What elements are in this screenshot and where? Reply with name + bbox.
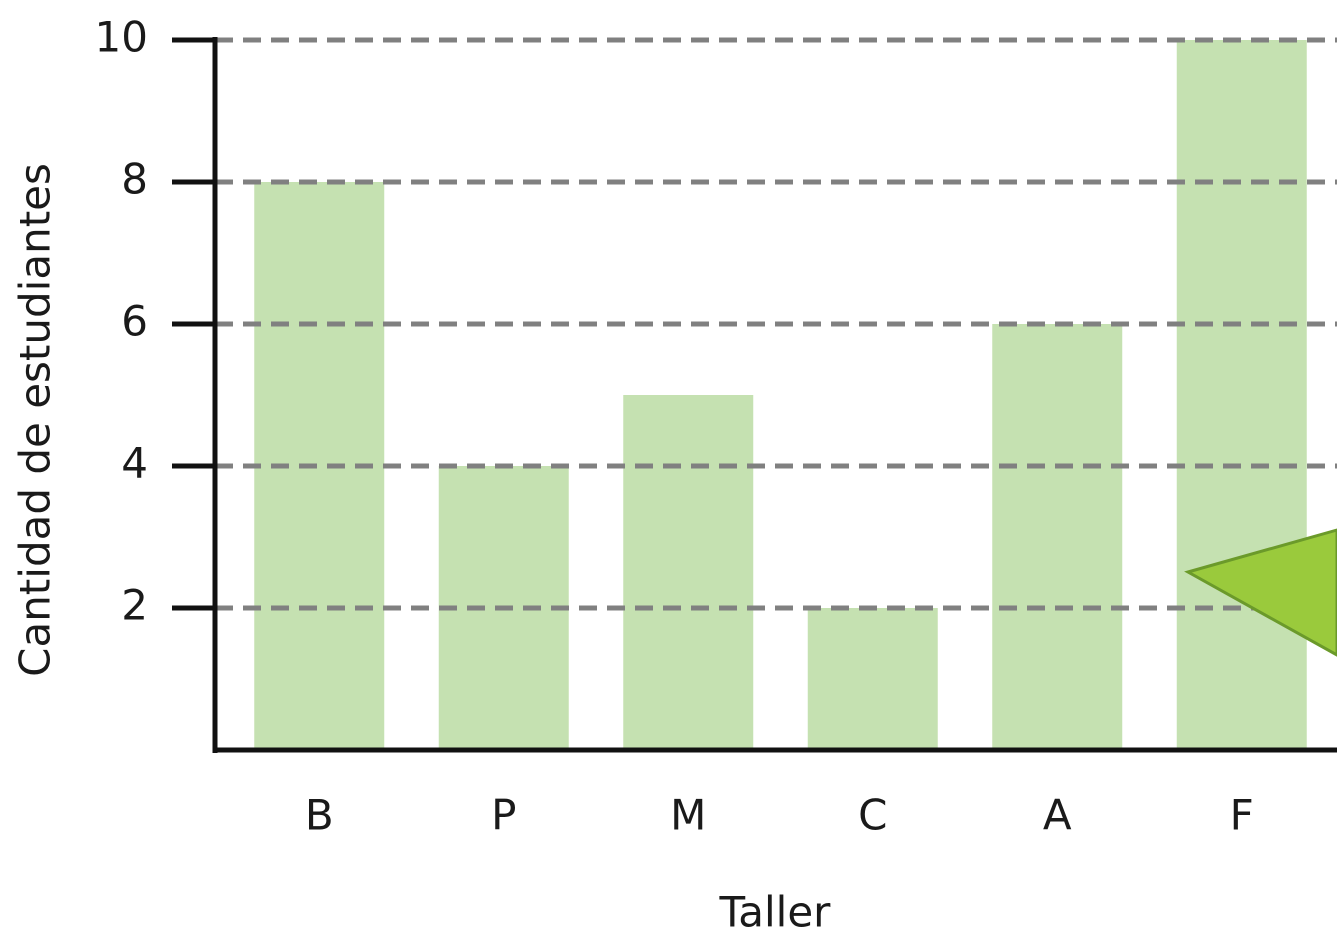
- y-tick-label: 2: [121, 581, 148, 630]
- x-tick-label: F: [1230, 791, 1254, 840]
- bar: [623, 395, 754, 750]
- y-axis-label: Cantidad de estudiantes: [11, 163, 60, 677]
- x-tick-label: C: [858, 791, 887, 840]
- bar: [1176, 40, 1307, 750]
- bar: [807, 608, 938, 750]
- y-tick-label: 4: [121, 439, 148, 488]
- x-tick-label: A: [1043, 791, 1072, 840]
- pointer-arrow: [1184, 528, 1337, 657]
- y-tick-label: 8: [121, 155, 148, 204]
- x-tick-label: B: [305, 791, 334, 840]
- x-tick-label: P: [491, 791, 516, 840]
- y-tick-label: 6: [121, 297, 148, 346]
- x-tick-label: M: [670, 791, 706, 840]
- x-axis-label: Taller: [719, 888, 832, 936]
- y-tick-label: 10: [95, 13, 148, 62]
- bar: [992, 324, 1123, 750]
